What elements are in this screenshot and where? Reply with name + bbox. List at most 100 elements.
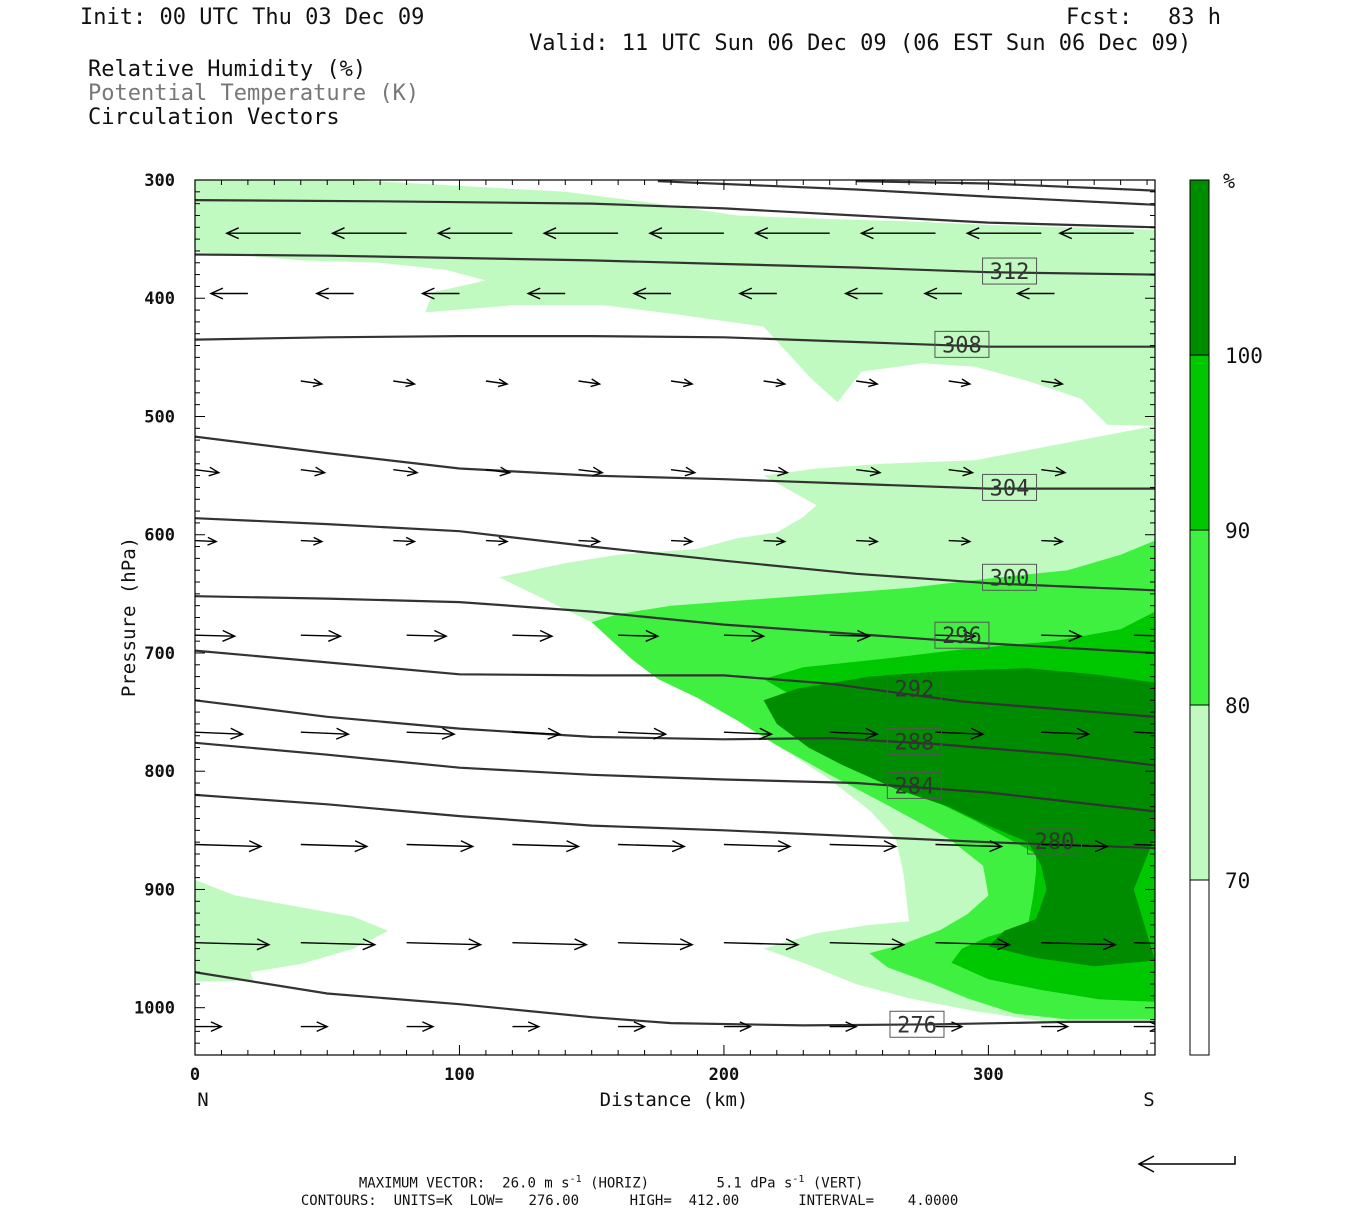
contour-labels: 276 280 284 288 292 296 300 304 308 312 <box>886 257 1083 1038</box>
theta-contour-292 <box>195 649 1155 718</box>
wind-vector <box>723 629 766 642</box>
forecast-label: Fcst: <box>1066 5 1133 30</box>
wind-vector <box>829 629 872 642</box>
contour-label-304: 304 <box>982 473 1038 501</box>
circulation-vectors <box>195 227 1155 1033</box>
wind-vector <box>1058 227 1134 240</box>
wind-vector <box>1041 938 1117 951</box>
x-end-label-right: S <box>1143 1089 1154 1111</box>
contours-label: CONTOURS: <box>300 1193 377 1209</box>
contour-label-box <box>1027 827 1083 855</box>
wind-vector <box>856 466 882 477</box>
wind-vector <box>935 1021 964 1033</box>
rh-shading <box>195 180 1155 1024</box>
wind-vector <box>195 840 263 853</box>
wind-vector <box>406 938 483 951</box>
colorbar-segment-100 <box>1190 180 1209 355</box>
footer-line-2: CONTOURS: UNITS=K LOW= 276.00 HIGH= 412.… <box>284 1177 959 1209</box>
wind-vector <box>195 938 271 951</box>
max-horiz-value: 26.0 m s <box>502 1175 570 1192</box>
wind-vector <box>618 938 694 951</box>
wind-vector <box>420 287 460 300</box>
wind-vector <box>829 840 898 853</box>
wind-vector <box>1133 942 1155 944</box>
max-vector-label: MAXIMUM VECTOR: <box>358 1175 486 1192</box>
y-tick-label: 1000 <box>134 999 175 1019</box>
contour-label-text: 292 <box>894 677 934 702</box>
wind-vector <box>723 840 792 853</box>
theta-contour-284 <box>195 741 1155 813</box>
colorbar-label-90: 90 <box>1225 519 1250 543</box>
legend-vectors: Circulation Vectors <box>88 105 340 130</box>
x-tick-label: 300 <box>973 1065 1004 1085</box>
y-tick-label: 700 <box>144 644 175 664</box>
contour-label-292: 292 <box>886 674 942 702</box>
x-tick-label: 200 <box>709 1065 740 1085</box>
axis-labels: 300 400 500 600 700 800 900 1000 0 100 200 300 N S Dis… <box>118 171 1155 1111</box>
contour-label-text: 296 <box>942 624 982 649</box>
wind-vector <box>829 727 879 740</box>
contour-label-300: 300 <box>982 563 1038 591</box>
wind-vector <box>512 727 562 740</box>
wind-vector <box>485 536 509 546</box>
contour-label-box <box>982 257 1038 285</box>
colorbar: 70 80 90 100% <box>1189 169 1263 1056</box>
wind-vector <box>829 1021 858 1033</box>
contour-label-312: 312 <box>982 257 1038 285</box>
contour-label-text: 280 <box>1035 830 1075 855</box>
axis-ticks <box>194 179 1155 1056</box>
wind-vector <box>1015 287 1055 300</box>
valid-time: Valid: 11 UTC Sun 06 Dec 09 (06 EST Sun … <box>529 31 1192 56</box>
horiz-tag: (HORIZ) <box>590 1175 650 1192</box>
contour-low: LOW= 276.00 <box>469 1193 580 1209</box>
init-time: Init: 00 UTC Thu 03 Dec 09 <box>80 5 425 30</box>
wind-vector <box>1133 1021 1155 1033</box>
y-tick-label: 800 <box>144 762 175 782</box>
wind-vector <box>923 287 962 300</box>
wind-vector <box>406 727 456 740</box>
wind-vector <box>195 727 245 740</box>
theta-contour-308 <box>195 335 1155 348</box>
wind-vector <box>300 378 324 388</box>
wind-vector <box>829 938 906 951</box>
y-tick-label: 900 <box>144 880 175 900</box>
wind-vector <box>763 466 790 477</box>
contour-label-box <box>886 674 942 702</box>
wind-vector <box>512 938 589 951</box>
wind-vector <box>300 1021 329 1033</box>
contour-label-308: 308 <box>934 330 990 358</box>
contour-label-text: 300 <box>990 566 1030 591</box>
y-tick-label: 500 <box>144 407 175 427</box>
x-axis-title: Distance (km) <box>600 1089 749 1111</box>
colorbar-label-80: 80 <box>1225 694 1250 718</box>
theta-contour-280 <box>195 793 1155 850</box>
wind-vector <box>526 287 566 300</box>
wind-vector <box>935 727 985 740</box>
contour-label-text: 304 <box>990 476 1030 501</box>
rh-region-70 <box>195 880 389 982</box>
colorbar-segment-90 <box>1190 355 1209 530</box>
wind-vector <box>763 536 787 546</box>
wind-vector <box>485 466 512 477</box>
wind-vector <box>209 287 248 300</box>
contour-label-box <box>982 473 1038 501</box>
wind-vector <box>512 1021 541 1033</box>
wind-vector <box>1133 731 1155 734</box>
wind-vector <box>670 378 694 388</box>
wind-vector <box>195 536 218 546</box>
wind-vector <box>935 938 1012 951</box>
wind-vector <box>753 227 830 240</box>
y-axis-title: Pressure (hPa) <box>118 537 140 697</box>
x-end-label-left: N <box>197 1089 208 1111</box>
wind-vector <box>618 629 660 642</box>
wind-vector <box>300 727 351 740</box>
wind-vector <box>406 629 448 642</box>
contour-label-box <box>886 771 942 799</box>
colorbar-segment-70 <box>1190 705 1209 880</box>
vert-tag: (VERT) <box>812 1175 864 1192</box>
wind-vector <box>618 727 668 740</box>
wind-vector <box>670 466 697 477</box>
theta-contour-288 <box>195 699 1155 767</box>
contour-label-box <box>982 563 1038 591</box>
contour-label-text: 276 <box>897 1013 937 1038</box>
